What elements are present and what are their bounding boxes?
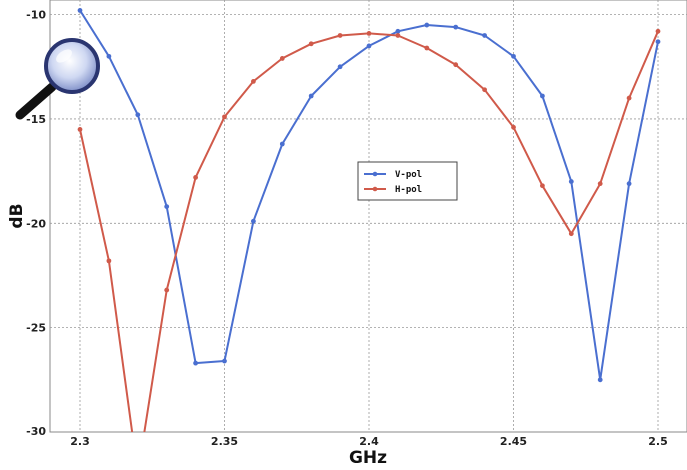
point-h-pol-5 [222,114,227,120]
point-h-pol-6 [251,78,256,84]
plot-area [49,0,687,433]
point-v-pol-9 [337,64,343,70]
x-axis-label: GHz [349,448,387,468]
point-v-pol-11 [395,28,401,34]
point-v-pol-5 [222,358,227,364]
point-v-pol-16 [540,93,545,99]
point-v-pol-6 [251,218,256,224]
x-tick-label-1: 2.35 [211,435,238,448]
point-h-pol-17 [568,231,574,237]
point-h-pol-7 [279,56,285,61]
point-h-pol-13 [453,62,459,68]
legend-label-v-pol: V-pol [395,170,422,180]
x-tick-label-0: 2.3 [70,435,90,448]
point-h-pol-4 [193,174,199,180]
point-h-pol-15 [511,124,516,130]
point-h-pol-10 [366,30,372,36]
legend-marker-h-pol [372,186,378,192]
point-v-pol-15 [511,53,516,59]
point-h-pol-8 [308,41,314,47]
point-v-pol-12 [424,22,430,28]
magnifier-icon[interactable] [15,38,100,120]
y-tick-label-2: -20 [26,217,46,230]
magnifier-lens [44,38,100,94]
y-tick-label-0: -10 [26,9,46,22]
point-v-pol-17 [568,179,574,184]
legend-box [357,161,458,201]
legend-marker-v-pol [372,171,378,177]
legend: V-pol H-pol [357,161,458,201]
point-v-pol-0 [77,8,83,13]
point-h-pol-12 [424,45,430,51]
point-h-pol-19 [626,95,632,101]
point-h-pol-3 [164,287,170,293]
magnifier-handle [15,82,57,120]
point-v-pol-1 [106,53,112,59]
point-h-pol-20 [655,28,661,34]
point-h-pol-0 [77,126,83,132]
magnifier-glint [56,49,72,63]
y-tick-label-1: -15 [26,113,46,126]
y-axis-label: dB [7,203,27,228]
point-v-pol-3 [164,204,170,210]
point-v-pol-14 [482,33,487,38]
point-v-pol-18 [597,377,603,383]
series-layer [77,8,661,432]
point-h-pol-14 [482,87,487,93]
point-h-pol-18 [597,181,603,187]
tick-label-layer: 2.3 2.35 2.4 2.45 2.5 -10 -15 -20 -25 -30 [26,9,668,448]
point-v-pol-13 [453,24,459,30]
point-h-pol-11 [395,33,401,38]
point-v-pol-10 [366,43,372,49]
point-v-pol-19 [626,181,632,187]
x-tick-label-3: 2.45 [500,435,527,448]
x-tick-label-4: 2.5 [648,435,668,448]
y-tick-label-4: -30 [26,425,46,438]
point-h-pol-16 [540,183,545,189]
point-v-pol-20 [655,39,661,45]
x-tick-label-2: 2.4 [359,435,379,448]
point-v-pol-7 [279,141,285,147]
point-v-pol-4 [193,360,199,366]
point-v-pol-8 [308,93,314,99]
point-h-pol-1 [106,258,112,264]
legend-label-h-pol: H-pol [395,185,422,195]
point-v-pol-2 [135,112,141,118]
point-h-pol-9 [337,33,343,38]
y-tick-label-3: -25 [26,322,46,335]
